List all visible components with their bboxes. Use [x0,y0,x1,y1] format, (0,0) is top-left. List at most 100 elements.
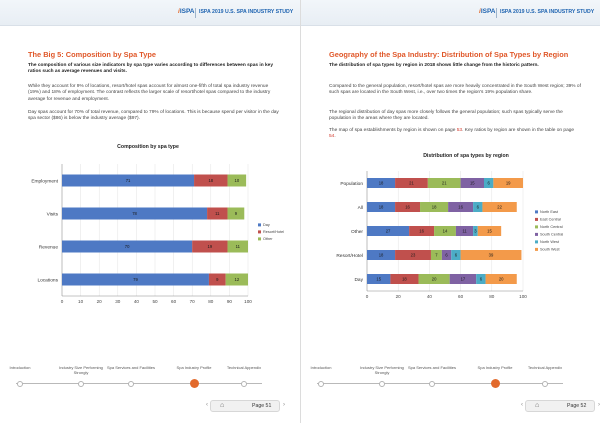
body-paragraph-1: While they account for 9% of locations, … [28,84,271,102]
legend-swatch [258,237,261,241]
header-title: ISPA 2019 U.S. SPA INDUSTRY STUDY [500,9,595,15]
bar-segment [430,250,442,260]
data-label: 6 [480,277,483,282]
bar-segment [225,273,248,286]
nav-step-label[interactable]: Industry Size Performing Strongly [360,365,404,375]
home-icon[interactable]: ⌂ [535,402,540,409]
nav-step-label[interactable]: Technical Appendix [226,365,262,370]
x-tick-label: 0 [61,299,64,304]
nav-track [16,383,262,384]
ispa-logo: iISPA [479,8,496,15]
x-tick-label: 40 [134,299,140,304]
page-tab: ‹ ⌂ Page 52 › [521,398,600,412]
nav-track [317,383,563,384]
data-label: 19 [506,181,511,186]
bar-segment [395,250,431,260]
nav-step-label[interactable]: Industry Size Performing Strongly [59,365,103,375]
bar-segment [485,274,517,284]
x-tick-label: 40 [427,294,433,299]
legend-swatch [535,217,538,221]
page-reference-link[interactable]: 53 [456,128,463,133]
page-51: iISPA ISPA 2019 U.S. SPA INDUSTRY STUDY … [0,0,300,423]
x-tick-label: 20 [97,299,103,304]
x-tick-label: 0 [366,294,369,299]
regional-distribution-chart: 0 20 40 60 80 100 Population 18 21 21 15 6 19 All 18 16… [336,171,563,299]
data-label: 11 [462,229,467,234]
data-label: 6 [445,253,448,258]
bar-segment [367,226,410,236]
header-title: ISPA 2019 U.S. SPA INDUSTRY STUDY [199,9,294,15]
nav-step-label[interactable]: Technical Appendix [527,365,563,370]
data-label: 22 [497,205,502,210]
legend-swatch [535,232,538,236]
nav-step-label[interactable]: Introduction [9,365,31,370]
bar-segment [62,174,195,187]
nav-dot[interactable] [241,380,247,387]
nav-dot[interactable] [78,380,84,387]
nav-step-label[interactable]: Spa Services and Facilities [407,365,457,370]
category-label: Population [340,181,363,187]
bar-segment [482,202,517,212]
prev-page-icon[interactable]: ‹ [206,402,208,408]
x-tick-label: 20 [396,294,402,299]
chart-title: Distribution of spa types by region [423,153,509,159]
bar-segment [390,274,419,284]
page-reference-link[interactable]: 54 [329,134,335,140]
home-icon[interactable]: ⌂ [220,402,225,409]
bar-segment [473,202,483,212]
next-page-icon[interactable]: › [283,402,285,408]
data-label: 12 [235,277,240,282]
page-tab-box [525,400,595,412]
data-label: 19 [208,244,213,249]
bar-segment [455,226,474,236]
body-paragraph-2: Day spas account for 70% of total revenu… [28,110,279,122]
nav-step-label[interactable]: Spa Industry Profile [477,365,513,370]
legend-swatch [535,247,538,251]
nav-dot[interactable] [17,380,23,387]
data-label: 71 [126,178,131,183]
data-label: 18 [379,205,384,210]
bar-segment [460,178,484,188]
data-label: 18 [379,181,384,186]
nav-dot-active[interactable] [490,379,500,388]
next-page-icon[interactable]: › [598,402,600,408]
legend-label: South Central [540,233,563,237]
category-label: Locations [37,277,58,283]
nav-dot[interactable] [128,380,134,387]
bar-segment [477,226,502,236]
nav-dot-active[interactable] [189,379,199,388]
bar-segment [420,202,449,212]
nav-dot[interactable] [379,380,385,387]
nav-dot[interactable] [429,380,435,387]
data-label: 39 [489,253,494,258]
bar-segment [192,240,228,253]
legend-label: South West [540,248,561,252]
nav-step-label[interactable]: Spa Services and Facilities [106,365,156,370]
bar-segment [194,174,228,187]
prev-page-icon[interactable]: ‹ [521,402,523,408]
legend-label: North East [540,210,559,214]
page-number: Page 51 [252,403,272,409]
bar-segment [207,207,228,220]
category-label: Revenue [39,244,59,250]
section-title: The Big 5: Composition by Spa Type [28,50,156,59]
bar-segment [208,273,226,286]
data-label: 6 [488,181,491,186]
data-label: 9 [235,211,238,216]
bar-segment [451,250,461,260]
chart-title: Composition by spa type [117,144,179,150]
nav-dot[interactable] [318,380,324,387]
nav-step-label[interactable]: Introduction [310,365,332,370]
page-header: iISPA ISPA 2019 U.S. SPA INDUSTRY STUDY [301,0,600,26]
intro-paragraph: The composition of various size indicato… [28,63,273,75]
data-label: 9 [216,277,219,282]
data-label: 23 [411,253,416,258]
nav-dot[interactable] [542,380,548,387]
data-label: 15 [376,277,381,282]
bar-segment [227,207,245,220]
header-divider [195,8,196,18]
data-label: 16 [405,205,410,210]
x-tick-label: 100 [519,294,527,299]
nav-step-label[interactable]: Spa Industry Profile [176,365,212,370]
